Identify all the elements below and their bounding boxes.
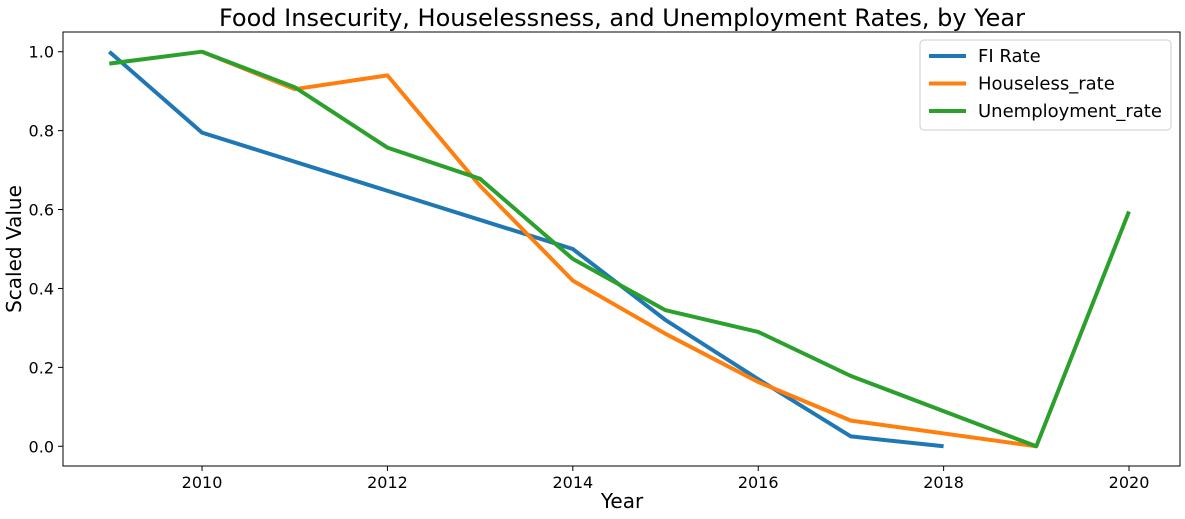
x-tick-label: 2016 (738, 473, 779, 492)
y-axis: 0.0 0.2 0.4 0.6 0.8 1.0 (29, 43, 63, 456)
y-tick-label: 1.0 (29, 43, 54, 62)
legend-label: Houseless_rate (978, 74, 1115, 95)
legend-label: Unemployment_rate (978, 101, 1162, 122)
x-tick-label: 2012 (367, 473, 408, 492)
chart-title: Food Insecurity, Houselessness, and Unem… (219, 4, 1025, 32)
y-axis-label: Scaled Value (2, 185, 26, 313)
y-tick-label: 0.4 (29, 279, 54, 298)
series-layer (107, 49, 1131, 449)
y-tick-label: 0.8 (29, 122, 54, 141)
x-tick-label: 2014 (552, 473, 593, 492)
x-tick-label: 2020 (1109, 473, 1150, 492)
x-tick-label: 2010 (182, 473, 223, 492)
series-line-unemployment-rate (109, 49, 1131, 449)
y-tick-label: 0.0 (29, 437, 54, 456)
series-line-fi-rate (107, 50, 944, 449)
legend: FI Rate Houseless_rate Unemployment_rate (919, 39, 1172, 131)
x-axis-label: Year (600, 489, 644, 513)
y-tick-label: 0.6 (29, 201, 54, 220)
x-axis: 2010 2012 2014 2016 2018 2020 (182, 466, 1150, 492)
plot-area-frame (62, 31, 1181, 467)
series-line-houseless-rate (201, 49, 1037, 449)
y-tick-label: 0.2 (29, 358, 54, 377)
legend-box (919, 39, 1172, 131)
legend-label: FI Rate (978, 46, 1041, 67)
x-tick-label: 2018 (923, 473, 964, 492)
